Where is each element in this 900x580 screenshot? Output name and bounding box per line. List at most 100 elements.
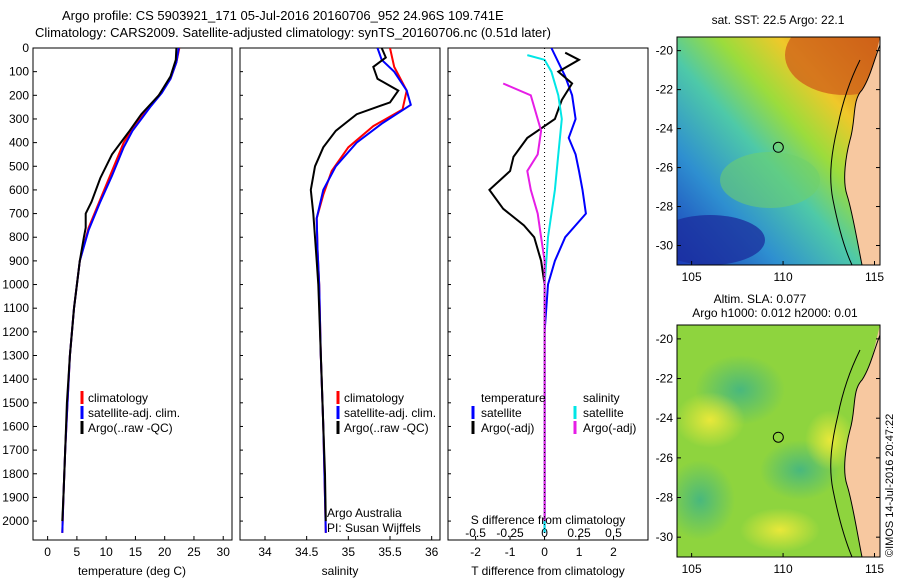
series-line [309, 48, 400, 522]
map-x-tick-label: 115 [865, 562, 884, 576]
annotation-argo-australia: Argo Australia [327, 506, 402, 520]
depth-tick-label: 2000 [2, 514, 29, 528]
legend-label-s-argo: Argo(-adj) [583, 421, 636, 435]
depth-tick-label: 1300 [2, 349, 29, 363]
sst-land [844, 37, 880, 265]
salinity-legend: climatology satellite-adj. clim. Argo(..… [327, 391, 436, 535]
depth-tick-label: 1200 [2, 325, 29, 339]
annotation-pi: PI: Susan Wijffels [327, 521, 421, 535]
imos-timestamp: ©IMOS 14-Jul-2016 20:47:22 [884, 414, 896, 557]
sst-green-patch [720, 152, 820, 208]
sla-high-patch [677, 392, 745, 448]
sla-land [844, 325, 880, 557]
legend-title-salinity: salinity [583, 391, 620, 405]
sla-low-patch [677, 460, 735, 540]
temperature-series [61, 48, 181, 533]
figure-title-line2: Climatology: CARS2009. Satellite-adjuste… [35, 25, 551, 40]
map-y-tick-label: -20 [656, 44, 674, 58]
depth-tick-label: 900 [9, 254, 29, 268]
sla-map-title-line1: Altim. SLA: 0.077 [714, 292, 807, 306]
salinity-xlabel: salinity [322, 564, 359, 578]
depth-tick-label: 600 [9, 183, 29, 197]
temperature-legend: climatology satellite-adj. clim. Argo(..… [80, 391, 180, 435]
map-y-tick-label: -30 [656, 239, 674, 253]
map-y-tick-label: -26 [656, 451, 674, 465]
difference-xlabel: T difference from climatology [471, 564, 625, 578]
x-tick-label: 30 [217, 545, 231, 559]
x-tick-label: 5 [74, 545, 81, 559]
x2-tick-label: 0.25 [567, 526, 591, 540]
sla-map-title-line2: Argo h1000: 0.012 h2000: 0.01 [692, 306, 858, 320]
sst-map: sat. SST: 22.5 Argo: 22.1 105 110 115 -20 -2… [656, 13, 885, 284]
depth-axis: 0 100 200 300 400 500 600 700 800 900 1000 1100 1200… [2, 41, 451, 528]
sla-coastline [844, 334, 880, 557]
sst-coastline [844, 44, 880, 265]
depth-tick-label: 1800 [2, 467, 29, 481]
x-tick-label: 10 [99, 545, 113, 559]
depth-tick-label: 1600 [2, 419, 29, 433]
x-tick-label: 34 [258, 545, 272, 559]
sst-warm-patch [785, 37, 880, 95]
sst-cool-patch [677, 215, 765, 265]
sst-map-title: sat. SST: 22.5 Argo: 22.1 [712, 13, 845, 27]
map-y-tick-label: -24 [656, 411, 674, 425]
argo-position-marker [772, 431, 784, 443]
depth-tick-label: 400 [9, 136, 29, 150]
depth-tick-label: 1900 [2, 490, 29, 504]
sst-map-frame [676, 36, 881, 266]
x-tick-label: 20 [158, 545, 172, 559]
depth-tick-label: 500 [9, 159, 29, 173]
legend-label-climatology: climatology [344, 391, 404, 405]
legend-label-t-satellite: satellite [481, 406, 522, 420]
salinity-panel [239, 47, 441, 541]
x-tick-label: -2 [470, 545, 481, 559]
map-y-tick-label: -22 [656, 372, 674, 386]
salinity-x-axis: 34 34.5 35 35.5 36 [258, 536, 439, 559]
map-y-tick-label: -24 [656, 122, 674, 136]
series-line [502, 82, 546, 522]
salinity-series [309, 48, 412, 533]
sla-map-axes: 105 110 115 -20 -22 -24 -26 -28 -30 [656, 332, 885, 576]
difference-x2label: S difference from climatology [471, 513, 626, 527]
map-x-tick-label: 110 [774, 270, 793, 284]
x-tick-label: 36 [425, 545, 439, 559]
difference-legend: temperature satellite Argo(-adj) salinit… [471, 391, 636, 435]
depth-tick-label: 1000 [2, 278, 29, 292]
legend-label-argo: Argo(..raw -QC) [344, 421, 429, 435]
x2-tick-label: -0.25 [496, 526, 524, 540]
figure-title-line1: Argo profile: CS 5903921_171 05-Jul-2016… [62, 8, 504, 23]
sla-isobath [830, 349, 861, 557]
x-tick-label: 34.5 [295, 545, 319, 559]
argo-position-marker [772, 141, 784, 153]
map-y-tick-label: -28 [656, 491, 674, 505]
x-tick-label: 35.5 [378, 545, 402, 559]
temperature-x-axis: 0 5 10 15 20 25 30 [44, 536, 230, 559]
series-line [543, 48, 587, 533]
map-y-tick-label: -26 [656, 161, 674, 175]
map-y-tick-label: -30 [656, 530, 674, 544]
depth-tick-label: 300 [9, 112, 29, 126]
x-tick-label: 2 [610, 545, 617, 559]
x-tick-label: 1 [576, 545, 583, 559]
legend-label-satellite: satellite-adj. clim. [88, 406, 180, 420]
x-tick-label: -1 [505, 545, 516, 559]
depth-tick-label: 700 [9, 207, 29, 221]
legend-title-temperature: temperature [481, 391, 546, 405]
legend-label-climatology: climatology [88, 391, 148, 405]
depth-tick-label: 1400 [2, 372, 29, 386]
sla-high-patch [805, 410, 855, 470]
map-y-tick-label: -28 [656, 200, 674, 214]
x-tick-label: 25 [187, 545, 201, 559]
legend-label-s-satellite: satellite [583, 406, 624, 420]
difference-series [488, 48, 587, 540]
depth-tick-label: 800 [9, 230, 29, 244]
x-tick-label: 0 [44, 545, 51, 559]
legend-label-argo: Argo(..raw -QC) [88, 421, 173, 435]
temperature-xlabel: temperature (deg C) [78, 564, 186, 578]
legend-label-t-argo: Argo(-adj) [481, 421, 534, 435]
series-line [61, 48, 178, 522]
depth-tick-label: 200 [9, 88, 29, 102]
map-x-tick-label: 115 [865, 270, 884, 284]
depth-tick-label: 100 [9, 65, 29, 79]
